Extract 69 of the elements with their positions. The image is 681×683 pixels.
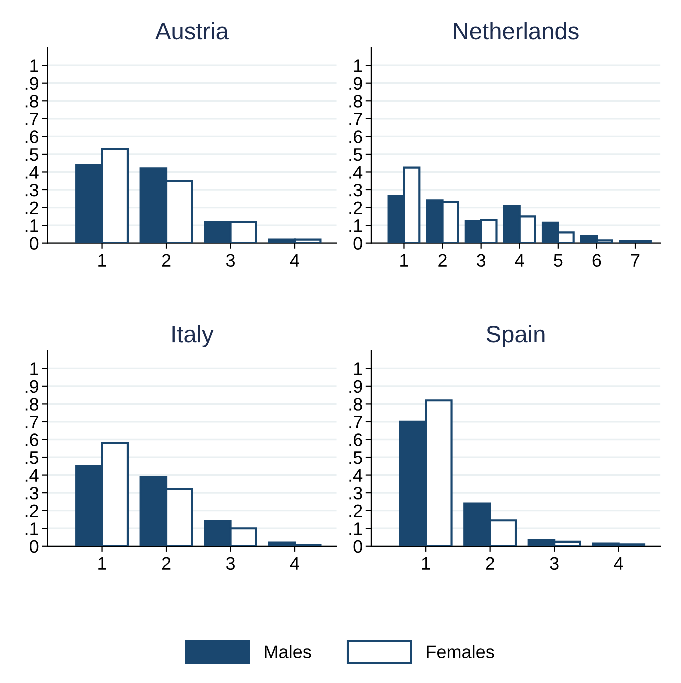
y-tick-label: .6 [350,130,362,144]
x-tick-label: 2 [162,254,171,267]
y-tick-label: .5 [350,148,362,162]
legend-label: Females [427,645,494,658]
y-tick-label: .9 [26,77,38,90]
y-tick-label: .9 [26,380,38,394]
y-tick-label: .2 [26,504,38,518]
y-tick-label: .4 [26,166,39,179]
y-tick-label: 0 [354,237,362,250]
x-tick-label: 4 [290,557,300,570]
y-tick-label: .2 [350,202,362,214]
y-tick-label: .1 [350,220,362,232]
x-tick-label: 2 [438,254,447,267]
y-tick-label: 0 [30,237,39,250]
y-tick-label: .3 [350,184,362,197]
x-tick-label: 4 [515,254,524,267]
y-tick-label: .8 [350,95,362,108]
x-tick-label: 2 [486,557,494,570]
y-tick-label: .5 [350,452,362,464]
y-tick-label: .5 [26,452,39,464]
x-tick-label: 1 [400,254,408,267]
chart-title: Netherlands [454,22,579,40]
x-tick-label: 5 [554,254,563,268]
legend-label: Males [265,645,312,658]
y-tick-label: 1 [30,362,38,376]
x-tick-label: 2 [162,557,171,570]
x-tick-label: 1 [422,557,430,570]
y-tick-label: .2 [26,202,38,214]
y-tick-label: .8 [26,398,39,411]
y-tick-label: .8 [26,95,39,108]
y-tick-label: .7 [26,416,38,429]
y-tick-label: 0 [30,540,39,554]
y-tick-label: .3 [350,487,362,500]
x-tick-label: 7 [631,254,640,267]
y-tick-label: 1 [354,60,362,72]
y-tick-label: .2 [350,504,362,518]
y-tick-label: .1 [26,220,38,232]
y-tick-label: .7 [350,113,362,126]
x-tick-label: 3 [476,254,486,268]
x-tick-label: 6 [592,254,602,268]
y-tick-label: 1 [354,362,362,376]
x-tick-label: 3 [550,557,559,570]
y-tick-label: .9 [350,380,362,394]
y-tick-label: .7 [26,113,38,126]
y-tick-label: .4 [350,166,363,179]
y-tick-label: .4 [26,469,39,482]
y-tick-label: .7 [350,416,362,429]
y-tick-label: .1 [350,522,362,536]
x-tick-label: 4 [614,557,624,570]
x-tick-label: 3 [226,557,235,570]
x-tick-label: 1 [98,557,106,570]
y-tick-label: .6 [26,130,39,144]
x-tick-label: 1 [98,254,106,267]
y-tick-label: .4 [350,469,363,482]
chart-title: Italy [172,325,214,348]
y-tick-label: 0 [354,540,362,554]
y-tick-label: .6 [350,434,362,446]
y-tick-label: .6 [26,434,39,446]
chart-title: Spain [486,325,545,348]
y-tick-label: 1 [30,60,38,72]
y-tick-label: .9 [350,77,362,90]
y-tick-label: .5 [26,148,39,162]
y-tick-label: .8 [350,398,362,411]
y-tick-label: .3 [26,487,39,500]
y-tick-label: .3 [26,184,39,197]
y-tick-label: .1 [26,522,38,536]
x-tick-label: 3 [226,254,235,268]
chart-title: Austria [156,22,229,40]
x-tick-label: 4 [290,254,300,267]
